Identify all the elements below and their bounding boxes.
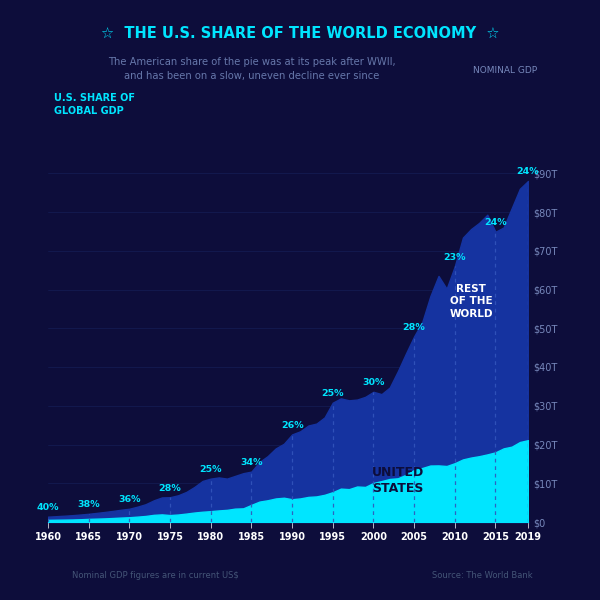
Text: UNITED
STATES: UNITED STATES (372, 466, 424, 495)
Text: 36%: 36% (118, 495, 140, 504)
Text: Source: The World Bank: Source: The World Bank (432, 571, 533, 581)
Text: ☆  THE U.S. SHARE OF THE WORLD ECONOMY  ☆: ☆ THE U.S. SHARE OF THE WORLD ECONOMY ☆ (101, 25, 499, 40)
Text: REST
OF THE
WORLD: REST OF THE WORLD (449, 284, 493, 319)
Text: U.S. SHARE OF
GLOBAL GDP: U.S. SHARE OF GLOBAL GDP (54, 93, 135, 116)
Text: 28%: 28% (158, 484, 181, 493)
Text: 28%: 28% (403, 323, 425, 332)
Text: 34%: 34% (240, 458, 263, 467)
Text: 40%: 40% (37, 503, 59, 512)
Text: 26%: 26% (281, 421, 304, 430)
Text: 38%: 38% (77, 500, 100, 509)
Text: 25%: 25% (322, 389, 344, 398)
Text: 24%: 24% (517, 167, 539, 176)
Text: 25%: 25% (199, 465, 222, 474)
Text: Nominal GDP figures are in current US$: Nominal GDP figures are in current US$ (72, 571, 239, 581)
Text: NOMINAL GDP: NOMINAL GDP (473, 66, 537, 75)
Text: 30%: 30% (362, 378, 385, 387)
Text: The American share of the pie was at its peak after WWII,
and has been on a slow: The American share of the pie was at its… (108, 56, 396, 82)
Text: 24%: 24% (484, 218, 507, 227)
Text: 23%: 23% (443, 253, 466, 262)
